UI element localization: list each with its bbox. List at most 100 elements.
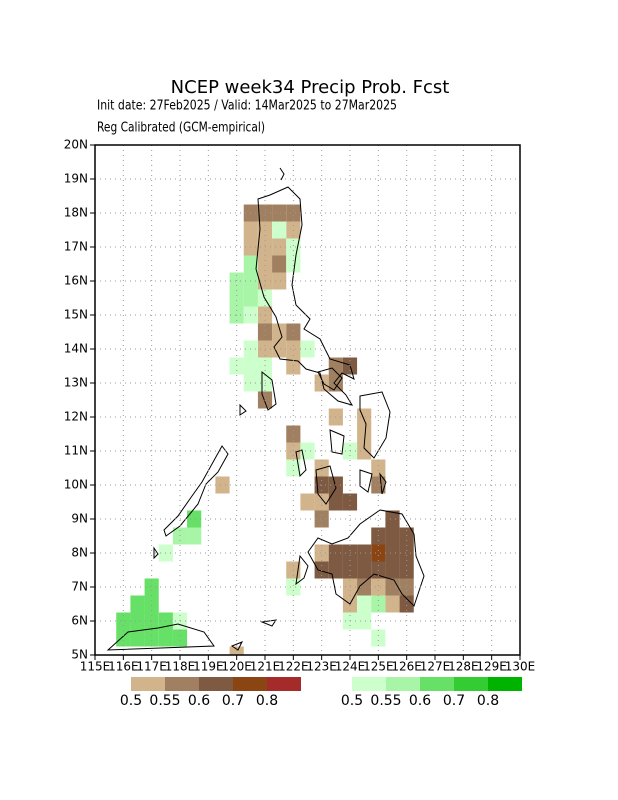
x-tick-label: 129E xyxy=(476,660,507,674)
prob-cell xyxy=(286,255,301,273)
y-tick-label: 7N xyxy=(71,580,88,594)
colorbar-label: 0.8 xyxy=(477,693,499,709)
prob-cell xyxy=(357,408,372,426)
y-tick-label: 8N xyxy=(71,546,88,560)
x-tick-label: 120E xyxy=(221,660,252,674)
prob-cell xyxy=(357,442,372,460)
prob-cell xyxy=(385,544,400,562)
prob-cell xyxy=(357,561,372,579)
prob-cell xyxy=(272,340,287,358)
prob-cell xyxy=(399,595,414,613)
prob-cell xyxy=(272,255,287,273)
coastline xyxy=(163,403,247,537)
prob-cell xyxy=(272,323,287,341)
prob-cell xyxy=(257,255,273,273)
y-tick-label: 10N xyxy=(64,478,88,492)
prob-cell xyxy=(272,204,287,222)
prob-cell xyxy=(130,595,145,613)
prob-cell xyxy=(342,493,358,511)
prob-cell xyxy=(243,221,258,239)
prob-cell xyxy=(172,629,188,647)
prob-cell xyxy=(243,357,258,375)
colorbar-label: 0.6 xyxy=(188,693,210,709)
colorbar-label: 0.6 xyxy=(409,693,431,709)
colorbar-swatch xyxy=(420,677,454,691)
colorbar-swatch xyxy=(233,677,267,691)
y-tick-label: 19N xyxy=(64,172,88,186)
colorbar-label: 0.7 xyxy=(443,693,465,709)
prob-cell xyxy=(286,459,301,477)
y-tick-label: 17N xyxy=(64,240,88,254)
prob-cell xyxy=(314,544,329,562)
x-tick-label: 115E xyxy=(80,660,111,674)
prob-cell xyxy=(357,425,372,443)
coastline xyxy=(106,546,309,651)
coastline xyxy=(261,367,343,411)
prob-cell xyxy=(158,629,173,647)
colorbar-swatch xyxy=(352,677,386,691)
prob-cell xyxy=(144,578,159,596)
prob-cell xyxy=(399,578,414,596)
coastline xyxy=(329,391,391,459)
prob-cell xyxy=(243,289,258,307)
y-tick-label: 5N xyxy=(71,648,88,662)
colorbar-label: 0.55 xyxy=(149,693,180,709)
prob-cell xyxy=(187,527,202,545)
coastline xyxy=(307,509,425,607)
prob-cell xyxy=(385,595,400,613)
prob-cell xyxy=(385,561,400,579)
y-tick-label: 13N xyxy=(64,376,88,390)
subtitle: Init date: 27Feb2025 / Valid: 14Mar2025 … xyxy=(97,99,397,114)
prob-cell xyxy=(229,289,244,307)
prob-cell xyxy=(272,272,287,290)
x-tick-label: 122E xyxy=(278,660,309,674)
prob-cell xyxy=(130,612,145,630)
prob-cell xyxy=(257,323,273,341)
prob-cell xyxy=(116,629,131,647)
colorbar-swatch xyxy=(199,677,233,691)
colorbars: 0.5 0.55 0.6 0.7 0.8 0.5 0.55 0.6 0.7 0.8 xyxy=(120,677,522,709)
x-tick-label: 116E xyxy=(108,660,139,674)
y-tick-label: 9N xyxy=(71,512,88,526)
x-tick-label: 124E xyxy=(335,660,366,674)
prob-cell xyxy=(371,544,386,562)
prob-cell xyxy=(243,255,258,273)
x-tick-label: 128E xyxy=(448,660,479,674)
prob-cell xyxy=(314,510,329,528)
prob-cell xyxy=(357,544,372,562)
coastline xyxy=(295,449,387,505)
prob-cell xyxy=(357,578,372,596)
prob-cell xyxy=(371,595,386,613)
x-tick-label: 125E xyxy=(363,660,394,674)
prob-cell xyxy=(130,629,145,647)
y-tick-label: 15N xyxy=(64,308,88,322)
x-tick-label: 117E xyxy=(136,660,167,674)
prob-cell xyxy=(314,374,329,392)
colorbar-swatch xyxy=(165,677,199,691)
note: Reg Calibrated (GCM-empirical) xyxy=(97,121,265,136)
prob-cell xyxy=(187,510,202,528)
prob-cell xyxy=(286,578,301,596)
colorbar-swatch xyxy=(267,677,301,691)
colorbar-label: 0.8 xyxy=(256,693,278,709)
x-tick-label: 119E xyxy=(193,660,224,674)
prob-cell xyxy=(357,595,372,613)
prob-cell xyxy=(215,476,230,494)
colorbar-label: 0.55 xyxy=(370,693,401,709)
x-tick-label: 123E xyxy=(306,660,337,674)
colorbar-label: 0.5 xyxy=(120,693,142,709)
y-tick-label: 11N xyxy=(64,444,88,458)
prob-cell xyxy=(300,493,315,511)
colorbar-swatch xyxy=(386,677,420,691)
prob-cell xyxy=(272,221,287,239)
y-tick-label: 14N xyxy=(64,342,88,356)
prob-cell xyxy=(385,510,400,528)
colorbar-swatch xyxy=(488,677,522,691)
prob-cell xyxy=(399,544,414,562)
prob-cell xyxy=(371,629,386,647)
plot-frame xyxy=(94,144,521,656)
x-tick-label: 121E xyxy=(250,660,281,674)
colorbar-label: 0.7 xyxy=(222,693,244,709)
x-tick-label: 127E xyxy=(420,660,451,674)
prob-cell xyxy=(300,340,315,358)
